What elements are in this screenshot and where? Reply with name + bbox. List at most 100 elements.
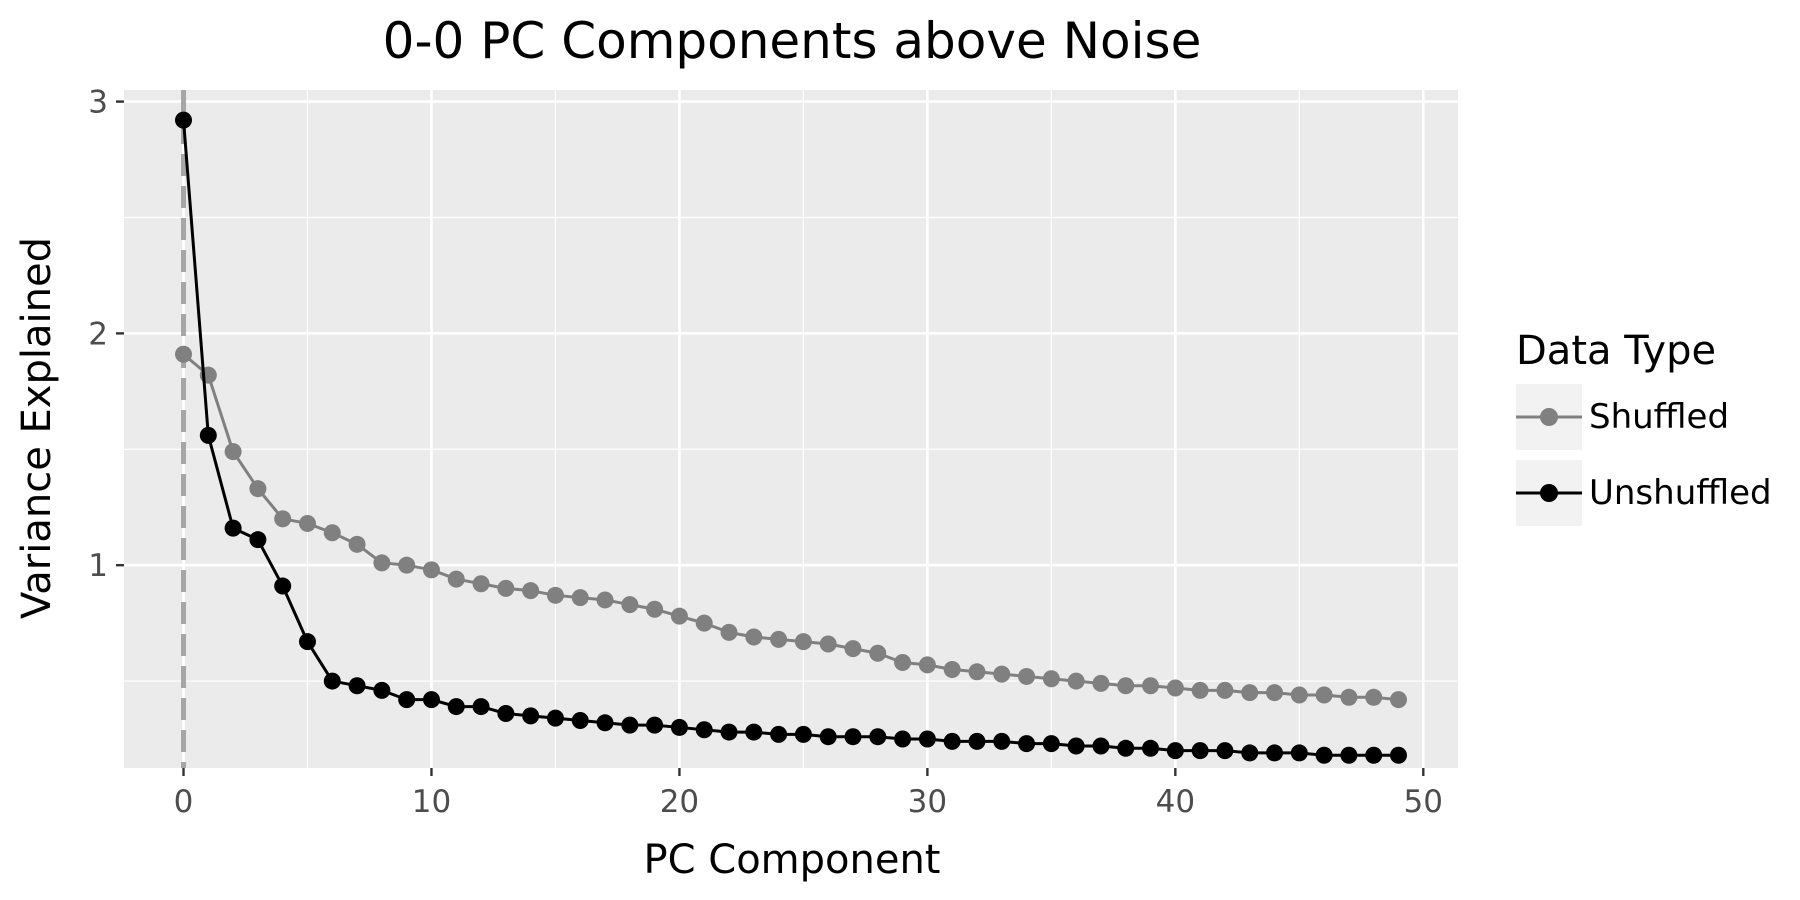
data-point-shuffled bbox=[646, 601, 663, 618]
data-point-unshuffled bbox=[894, 731, 911, 748]
data-point-unshuffled bbox=[1216, 742, 1233, 759]
data-point-unshuffled bbox=[1043, 735, 1060, 752]
data-point-unshuffled bbox=[745, 724, 762, 741]
data-point-shuffled bbox=[944, 661, 961, 678]
data-point-unshuffled bbox=[671, 719, 688, 736]
x-tick-label: 50 bbox=[1404, 784, 1443, 820]
data-point-shuffled bbox=[497, 580, 514, 597]
data-point-shuffled bbox=[398, 557, 415, 574]
data-point-unshuffled bbox=[1192, 742, 1209, 759]
x-axis-title: PC Component bbox=[644, 837, 941, 883]
data-point-unshuffled bbox=[547, 710, 564, 727]
data-point-unshuffled bbox=[324, 673, 341, 690]
data-point-shuffled bbox=[423, 561, 440, 578]
data-point-unshuffled bbox=[200, 427, 217, 444]
data-point-unshuffled bbox=[795, 726, 812, 743]
data-point-shuffled bbox=[671, 608, 688, 625]
x-tick-label: 30 bbox=[908, 784, 947, 820]
data-point-unshuffled bbox=[597, 714, 614, 731]
data-point-shuffled bbox=[696, 615, 713, 632]
data-point-shuffled bbox=[175, 346, 192, 363]
data-point-shuffled bbox=[547, 587, 564, 604]
data-point-unshuffled bbox=[1291, 744, 1308, 761]
legend-label-shuffled: Shuffled bbox=[1589, 397, 1729, 437]
data-point-shuffled bbox=[919, 656, 936, 673]
data-point-shuffled bbox=[473, 575, 490, 592]
data-point-shuffled bbox=[1142, 677, 1159, 694]
data-point-shuffled bbox=[1216, 682, 1233, 699]
data-point-shuffled bbox=[1092, 675, 1109, 692]
data-point-shuffled bbox=[820, 635, 837, 652]
data-point-unshuffled bbox=[1241, 744, 1258, 761]
data-point-unshuffled bbox=[423, 691, 440, 708]
data-point-shuffled bbox=[373, 554, 390, 571]
x-tick-label: 0 bbox=[174, 784, 194, 820]
data-point-shuffled bbox=[745, 629, 762, 646]
data-point-unshuffled bbox=[497, 705, 514, 722]
data-point-shuffled bbox=[1291, 686, 1308, 703]
data-point-unshuffled bbox=[844, 728, 861, 745]
data-point-unshuffled bbox=[373, 682, 390, 699]
data-point-unshuffled bbox=[349, 677, 366, 694]
data-point-shuffled bbox=[1390, 691, 1407, 708]
data-point-shuffled bbox=[1241, 684, 1258, 701]
data-point-unshuffled bbox=[1316, 747, 1333, 764]
data-point-shuffled bbox=[721, 624, 738, 641]
data-point-shuffled bbox=[299, 515, 316, 532]
data-point-shuffled bbox=[795, 633, 812, 650]
data-point-shuffled bbox=[1117, 677, 1134, 694]
legend-point-unshuffled bbox=[1540, 484, 1558, 502]
data-point-unshuffled bbox=[249, 531, 266, 548]
x-tick-label: 40 bbox=[1156, 784, 1195, 820]
data-point-unshuffled bbox=[1068, 737, 1085, 754]
data-point-shuffled bbox=[1192, 682, 1209, 699]
data-point-unshuffled bbox=[274, 578, 291, 595]
data-point-unshuffled bbox=[1142, 740, 1159, 757]
data-point-unshuffled bbox=[820, 728, 837, 745]
data-point-shuffled bbox=[1316, 686, 1333, 703]
data-point-shuffled bbox=[844, 640, 861, 657]
legend-title: Data Type bbox=[1516, 328, 1716, 374]
data-point-shuffled bbox=[324, 524, 341, 541]
legend-point-shuffled bbox=[1540, 408, 1558, 426]
x-tick-label: 20 bbox=[660, 784, 699, 820]
data-point-shuffled bbox=[225, 443, 242, 460]
data-point-shuffled bbox=[621, 596, 638, 613]
data-point-unshuffled bbox=[1390, 747, 1407, 764]
y-tick-label: 2 bbox=[88, 316, 108, 352]
data-point-shuffled bbox=[572, 589, 589, 606]
data-point-unshuffled bbox=[398, 691, 415, 708]
data-point-shuffled bbox=[1340, 689, 1357, 706]
data-point-shuffled bbox=[1167, 680, 1184, 697]
data-point-shuffled bbox=[448, 571, 465, 588]
data-point-unshuffled bbox=[299, 633, 316, 650]
y-tick-label: 3 bbox=[88, 85, 108, 121]
x-tick-label: 10 bbox=[412, 784, 451, 820]
legend-label-unshuffled: Unshuffled bbox=[1589, 473, 1772, 513]
data-point-unshuffled bbox=[522, 707, 539, 724]
data-point-unshuffled bbox=[968, 733, 985, 750]
data-point-unshuffled bbox=[944, 733, 961, 750]
data-point-unshuffled bbox=[1018, 735, 1035, 752]
data-point-shuffled bbox=[249, 480, 266, 497]
data-point-shuffled bbox=[1043, 670, 1060, 687]
data-point-shuffled bbox=[597, 591, 614, 608]
data-point-unshuffled bbox=[1092, 737, 1109, 754]
data-point-shuffled bbox=[1266, 684, 1283, 701]
chart-title: 0-0 PC Components above Noise bbox=[383, 12, 1202, 70]
data-point-unshuffled bbox=[473, 698, 490, 715]
data-point-unshuffled bbox=[721, 724, 738, 741]
data-point-shuffled bbox=[993, 666, 1010, 683]
data-point-unshuffled bbox=[869, 728, 886, 745]
data-point-unshuffled bbox=[993, 733, 1010, 750]
data-point-shuffled bbox=[1018, 668, 1035, 685]
data-point-shuffled bbox=[869, 645, 886, 662]
data-point-shuffled bbox=[522, 582, 539, 599]
data-point-unshuffled bbox=[1266, 744, 1283, 761]
data-point-unshuffled bbox=[1167, 742, 1184, 759]
y-axis-title: Variance Explained bbox=[14, 237, 60, 619]
y-tick-label: 1 bbox=[88, 548, 108, 584]
data-point-unshuffled bbox=[1365, 747, 1382, 764]
data-point-unshuffled bbox=[225, 520, 242, 537]
